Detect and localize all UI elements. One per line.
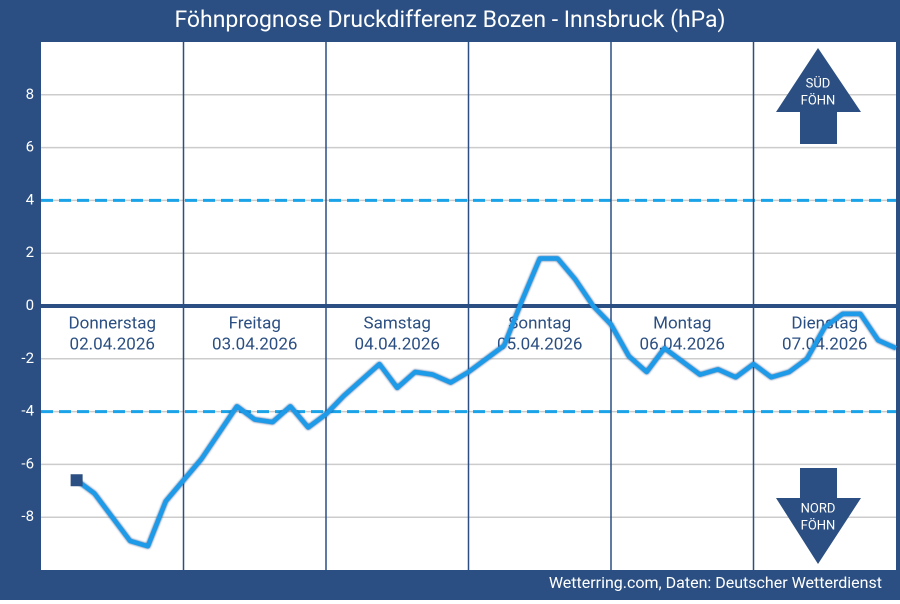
date-label: 03.04.2026 — [212, 334, 297, 354]
day-label: Samstag — [364, 313, 431, 333]
arrow-shape — [776, 468, 861, 564]
day-label: Dienstag — [791, 313, 858, 333]
day-label: Donnerstag — [68, 313, 156, 333]
arrow-label: SÜD — [806, 75, 831, 91]
day-label: Montag — [653, 313, 711, 333]
line-series — [75, 256, 897, 549]
date-label: 04.04.2026 — [355, 334, 440, 354]
arrow-down: NORD FÖHN — [776, 468, 861, 564]
arrow-label: FÖHN — [801, 517, 836, 533]
day-label: Freitag — [229, 313, 281, 333]
y-tick-label: 2 — [26, 243, 34, 261]
y-tick-label: -8 — [21, 507, 34, 525]
date-label: 06.04.2026 — [640, 334, 725, 354]
start-marker — [70, 474, 83, 487]
y-tick-label: -6 — [21, 454, 34, 472]
y-tick-label: -4 — [21, 402, 34, 420]
day-label: Sonntag — [508, 313, 571, 333]
arrow-up: SÜD FÖHN — [776, 48, 861, 144]
chart-title: Föhnprognose Druckdifferenz Bozen - Inns… — [174, 6, 725, 33]
y-tick-label: -2 — [21, 349, 34, 367]
date-label: 02.04.2026 — [70, 334, 155, 354]
y-tick-label: 6 — [26, 138, 34, 156]
arrow-label: NORD — [801, 501, 836, 516]
date-label: 07.04.2026 — [782, 334, 867, 354]
arrow-label: FÖHN — [801, 92, 836, 108]
date-label: 05.04.2026 — [497, 334, 582, 354]
y-tick-label: 0 — [26, 296, 34, 314]
footer: Wetterring.com, Daten: Deutscher Wetterd… — [549, 573, 882, 592]
y-tick-label: 8 — [26, 85, 34, 103]
y-tick-label: 4 — [26, 190, 35, 208]
arrow-shape — [776, 48, 861, 144]
